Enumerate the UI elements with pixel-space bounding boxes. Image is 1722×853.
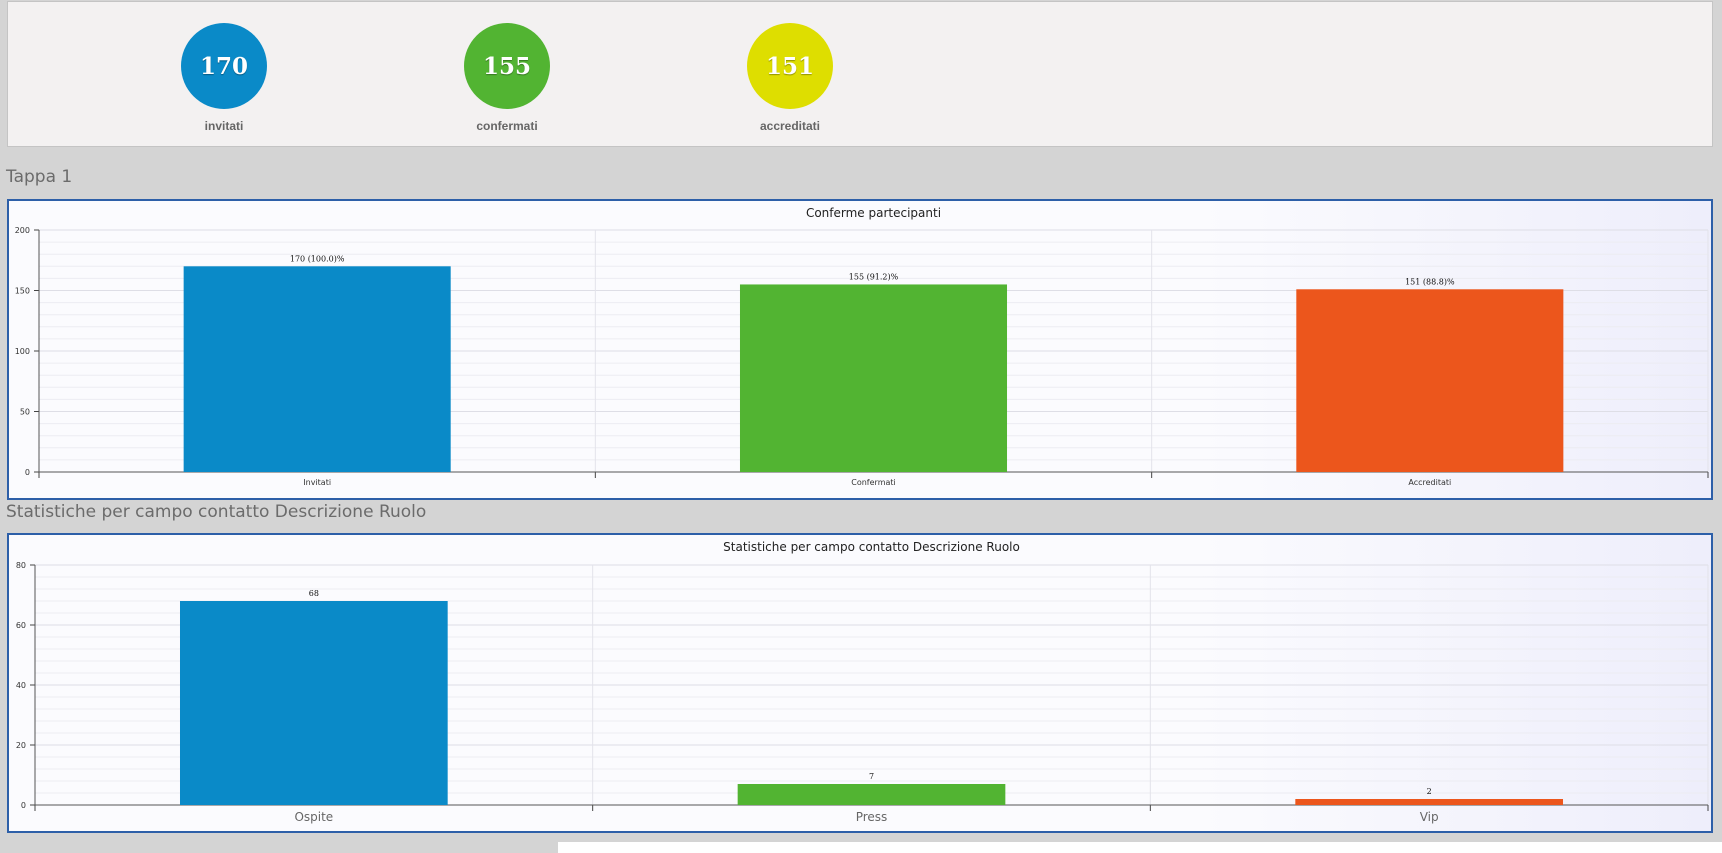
chart-svg-conferme: Conferme partecipanti 0 50 100 150 200 170 (10… (15, 206, 1709, 487)
chart-title: Statistiche per campo contatto Descrizio… (723, 540, 1020, 554)
y-tick-label: 80 (16, 561, 26, 570)
chart-title: Conferme partecipanti (806, 206, 941, 220)
stat-circle-accreditati: 151 (747, 23, 833, 109)
data-label: 2 (1427, 787, 1432, 796)
stat-label-confermati: confermati (476, 119, 538, 133)
chart-conferme-partecipanti: Conferme partecipanti 0 50 100 150 200 170 (10… (7, 199, 1713, 500)
chart-svg-ruolo: Statistiche per campo contatto Descrizio… (16, 540, 1709, 824)
y-tick-label: 200 (15, 226, 30, 235)
x-tick-label: Ospite (294, 810, 333, 824)
data-label: 7 (869, 772, 874, 781)
bar-press (737, 784, 1006, 805)
y-tick-label: 150 (15, 287, 30, 296)
stat-invitati: 170 invitati (154, 23, 294, 133)
bar-confermati (739, 284, 1008, 472)
y-tick-label: 20 (16, 741, 26, 750)
data-label: 151 (88.8)% (1405, 277, 1455, 286)
x-tick-label: Vip (1420, 810, 1439, 824)
summary-panel: 170 invitati 155 confermati 151 accredit… (7, 1, 1713, 147)
stat-label-invitati: invitati (204, 119, 244, 133)
stat-circle-confermati: 155 (464, 23, 550, 109)
y-tick-label: 0 (21, 801, 26, 810)
x-tick-label: Press (856, 810, 888, 824)
bar-ospite (179, 601, 448, 805)
bar-vip (1295, 799, 1564, 805)
bar-invitati (183, 266, 451, 472)
y-tick-label: 40 (16, 681, 26, 690)
chart-descrizione-ruolo: Statistiche per campo contatto Descrizio… (7, 533, 1713, 833)
section-title-tappa: Tappa 1 (6, 167, 73, 187)
stat-confermati: 155 confermati (437, 23, 577, 133)
stat-label-accreditati: accreditati (759, 119, 821, 133)
x-tick-label: Accreditati (1408, 478, 1451, 487)
y-tick-label: 100 (15, 347, 30, 356)
data-label: 170 (100.0)% (290, 254, 345, 263)
x-tick-label: Confermati (851, 478, 896, 487)
stat-accreditati: 151 accreditati (720, 23, 860, 133)
data-label: 68 (309, 589, 319, 598)
x-tick-label: Invitati (303, 478, 331, 487)
bar-accreditati (1296, 289, 1564, 472)
section-title-ruolo: Statistiche per campo contatto Descrizio… (6, 502, 427, 522)
y-tick-label: 0 (25, 468, 30, 477)
data-label: 155 (91.2)% (849, 272, 899, 281)
y-tick-label: 50 (20, 408, 30, 417)
bottom-strip (558, 842, 1722, 853)
stat-circle-invitati: 170 (181, 23, 267, 109)
y-tick-label: 60 (16, 621, 26, 630)
